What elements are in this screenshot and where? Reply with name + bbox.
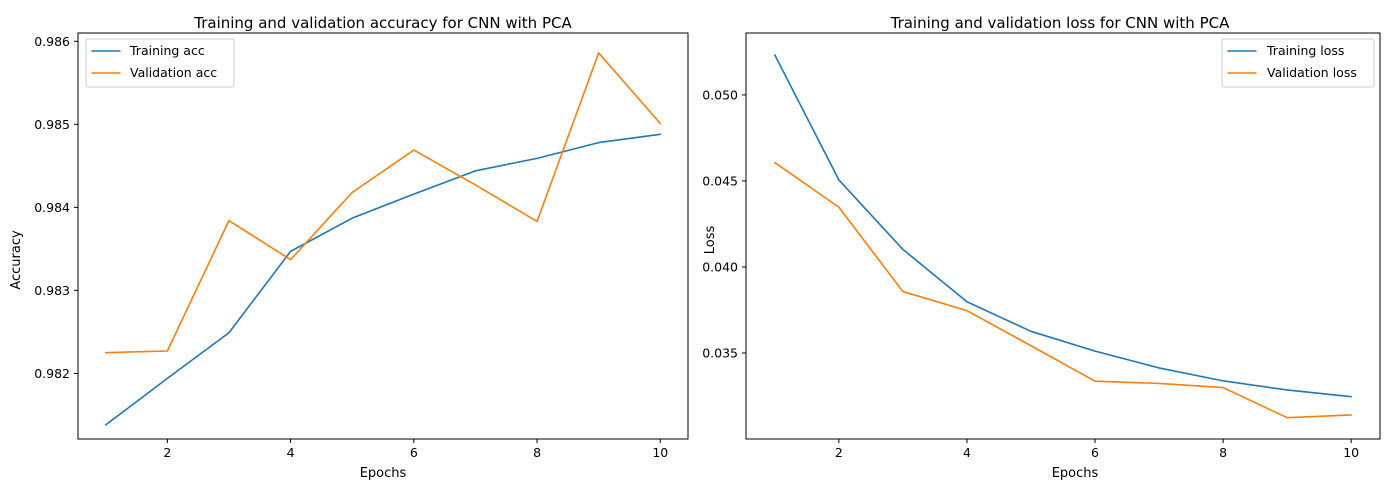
- accuracy-xtick-label: 10: [652, 445, 668, 460]
- accuracy-chart-ticks: 2 4 6 8 10 0.982 0.983 0.984 0.985 0.986: [34, 34, 668, 460]
- accuracy-chart: Training and validation accuracy for CNN…: [9, 14, 689, 481]
- accuracy-xtick-label: 6: [410, 445, 418, 460]
- loss-chart-legend: Training loss Validation loss: [1221, 38, 1375, 88]
- legend-label-training-loss: Training loss: [1266, 43, 1344, 58]
- loss-chart-ylabel: Loss: [703, 226, 718, 255]
- accuracy-xtick-label: 8: [533, 445, 541, 460]
- accuracy-chart-frame: [77, 32, 689, 440]
- loss-ytick-label: 0.050: [702, 87, 738, 102]
- loss-chart-title: Training and validation loss for CNN wit…: [890, 14, 1230, 32]
- loss-chart: Training and validation loss for CNN wit…: [702, 14, 1381, 481]
- loss-ytick-label: 0.040: [702, 259, 738, 274]
- loss-xtick-label: 4: [963, 445, 971, 460]
- accuracy-ytick-label: 0.986: [34, 34, 70, 49]
- loss-chart-ticks: 2 4 6 8 10 0.035 0.040 0.045 0.050: [702, 87, 1359, 460]
- legend-label-validation-loss: Validation loss: [1267, 65, 1357, 80]
- accuracy-chart-ylabel: Accuracy: [9, 230, 24, 290]
- series-line-training-acc: [104, 133, 662, 426]
- legend-label-training-acc: Training acc: [129, 43, 205, 58]
- loss-chart-xlabel: Epochs: [1052, 466, 1099, 481]
- loss-xtick-label: 2: [835, 445, 843, 460]
- legend-label-validation-acc: Validation acc: [130, 65, 217, 80]
- accuracy-xtick-label: 2: [163, 445, 171, 460]
- accuracy-ytick-label: 0.985: [34, 117, 70, 132]
- loss-ytick-label: 0.035: [702, 345, 738, 360]
- loss-xtick-label: 10: [1343, 445, 1359, 460]
- accuracy-ytick-label: 0.982: [34, 366, 70, 381]
- accuracy-ytick-label: 0.984: [34, 200, 70, 215]
- accuracy-xtick-label: 4: [287, 445, 295, 460]
- series-line-training-loss: [774, 54, 1352, 398]
- loss-chart-frame: [745, 32, 1381, 440]
- series-line-validation-loss: [774, 161, 1352, 419]
- loss-xtick-label: 6: [1091, 445, 1099, 460]
- accuracy-chart-series: [104, 52, 662, 426]
- loss-ytick-label: 0.045: [702, 173, 738, 188]
- accuracy-legend-box: [85, 38, 235, 88]
- accuracy-ytick-label: 0.983: [34, 283, 70, 298]
- loss-legend-box: [1221, 38, 1375, 88]
- accuracy-chart-xlabel: Epochs: [360, 466, 407, 481]
- loss-chart-series: [774, 54, 1352, 419]
- accuracy-chart-title: Training and validation accuracy for CNN…: [193, 14, 572, 32]
- accuracy-chart-legend: Training acc Validation acc: [85, 38, 235, 88]
- series-line-validation-acc: [104, 52, 662, 354]
- loss-xtick-label: 8: [1219, 445, 1227, 460]
